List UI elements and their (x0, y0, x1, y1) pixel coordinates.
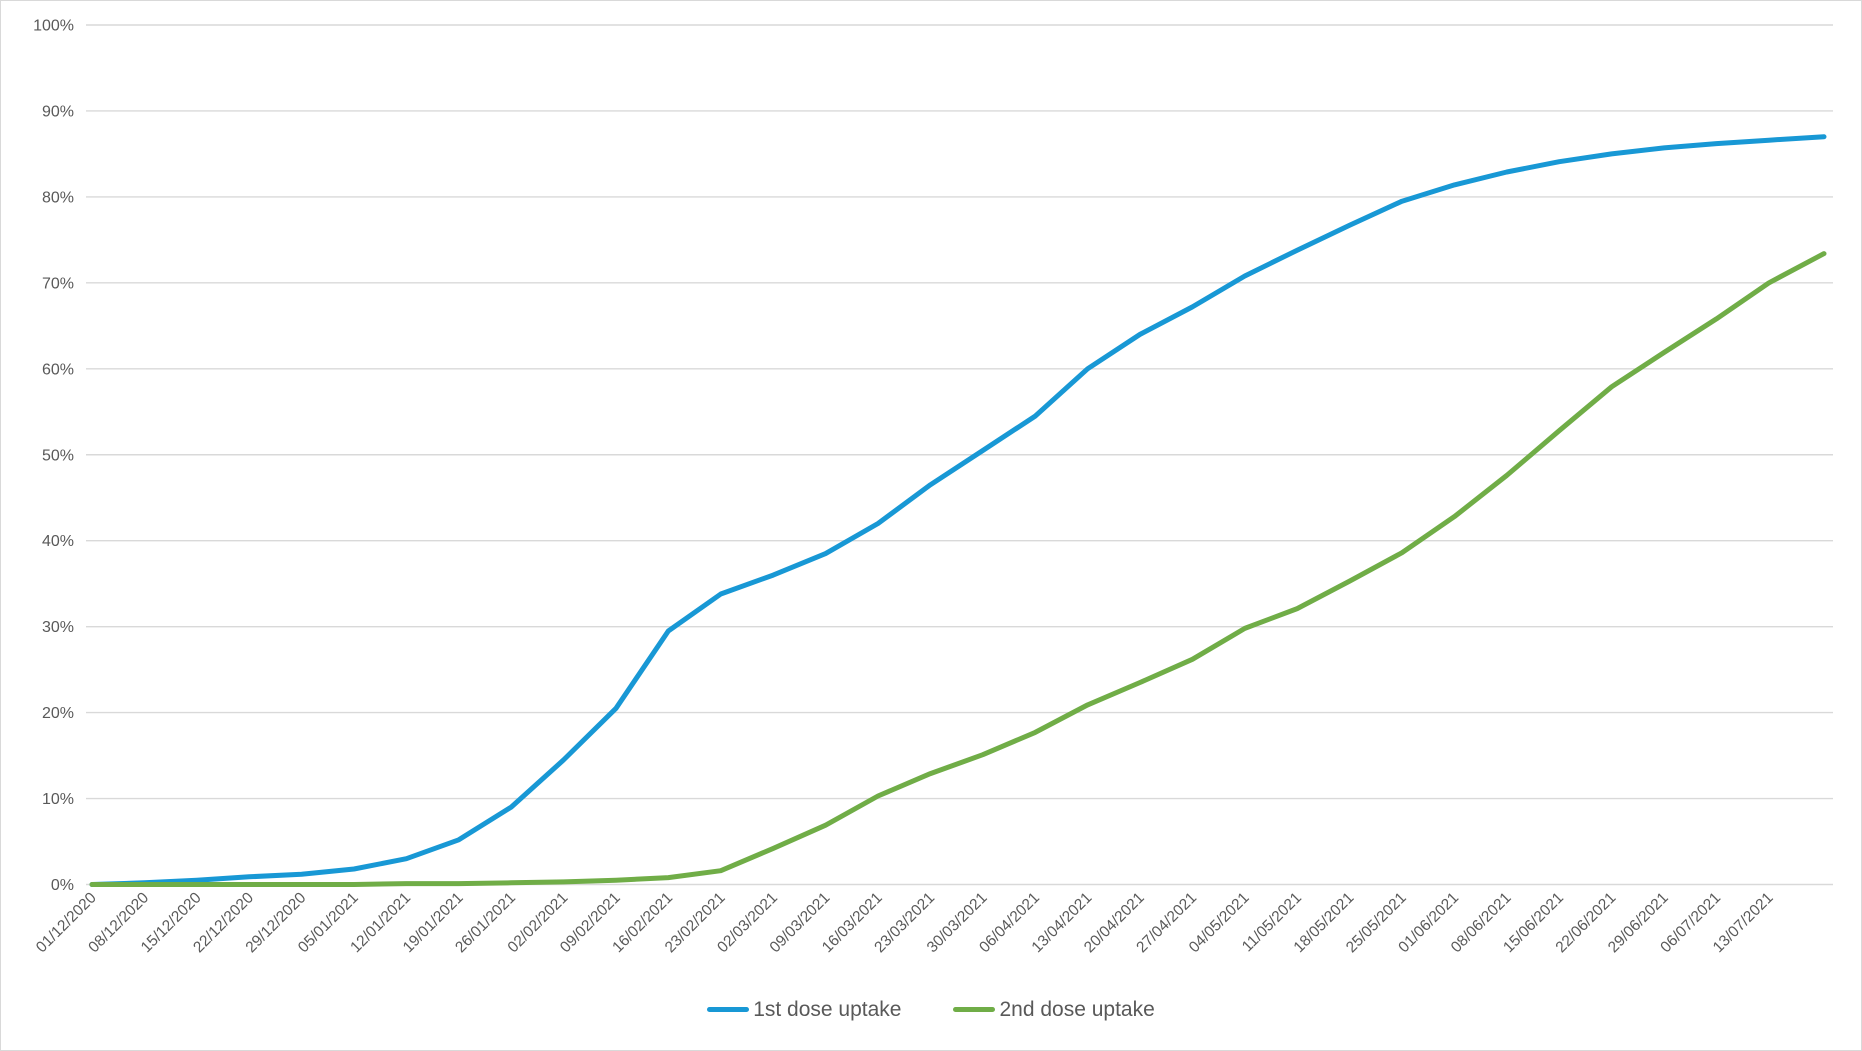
y-axis-tick-label: 50% (42, 447, 74, 464)
legend-line-swatch (707, 1007, 750, 1012)
y-axis-tick-label: 90% (42, 103, 74, 120)
y-axis-tick-label: 70% (42, 275, 74, 292)
legend-line-swatch (953, 1007, 996, 1012)
legend-item-second-dose[interactable]: 2nd dose uptake (953, 998, 1155, 1021)
legend-label: 2nd dose uptake (999, 998, 1155, 1021)
y-axis-tick-label: 0% (51, 877, 74, 894)
y-axis-tick-label: 30% (42, 619, 74, 636)
y-axis-tick-label: 40% (42, 533, 74, 550)
y-axis-tick-label: 20% (42, 705, 74, 722)
legend-item-first-dose[interactable]: 1st dose uptake (707, 999, 901, 1020)
series-line-second-dose[interactable] (89, 251, 1827, 887)
y-axis-tick-label: 80% (42, 189, 74, 206)
chart-legend: 1st dose uptake 2nd dose uptake (1, 999, 1861, 1020)
series-line-first-dose[interactable] (89, 134, 1827, 887)
legend-label: 1st dose uptake (753, 998, 902, 1021)
y-axis-tick-label: 10% (42, 791, 74, 808)
y-axis-tick-label: 100% (33, 18, 74, 35)
y-axis-tick-label: 60% (42, 361, 74, 378)
